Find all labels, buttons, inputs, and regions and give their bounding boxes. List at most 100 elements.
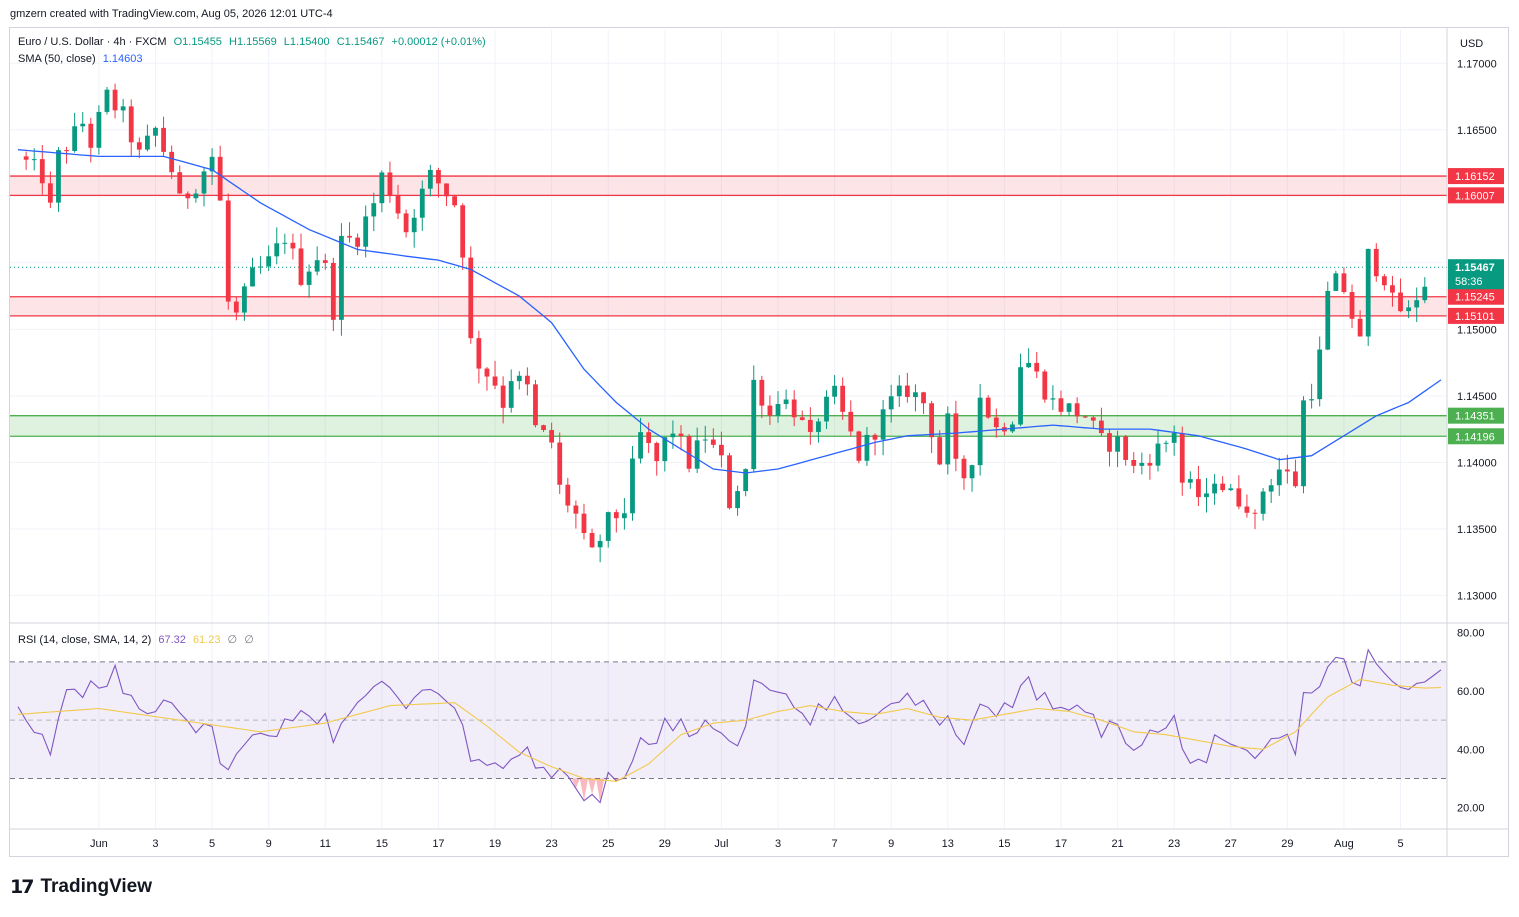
candle-body[interactable] bbox=[630, 458, 635, 514]
candle-body[interactable] bbox=[298, 248, 304, 285]
candle-body[interactable] bbox=[969, 465, 975, 479]
candle-body[interactable] bbox=[1325, 290, 1331, 350]
rsi-ma-line[interactable] bbox=[17, 678, 1442, 782]
candle-body[interactable] bbox=[492, 376, 498, 386]
candle-body[interactable] bbox=[573, 505, 579, 514]
candle-body[interactable] bbox=[702, 439, 708, 441]
candle-body[interactable] bbox=[1090, 417, 1096, 421]
candle-body[interactable] bbox=[1220, 483, 1226, 491]
candle-body[interactable] bbox=[1171, 433, 1177, 443]
candle-body[interactable] bbox=[1236, 488, 1242, 507]
candle-body[interactable] bbox=[347, 235, 352, 238]
candle-body[interactable] bbox=[1155, 443, 1161, 466]
candle-body[interactable] bbox=[250, 267, 255, 287]
candle-body[interactable] bbox=[484, 368, 490, 377]
candle-body[interactable] bbox=[613, 512, 619, 519]
candle-body[interactable] bbox=[274, 243, 280, 257]
candle-body[interactable] bbox=[1365, 248, 1371, 337]
candle-body[interactable] bbox=[39, 159, 45, 184]
candle-body[interactable] bbox=[56, 150, 61, 203]
candle-body[interactable] bbox=[363, 216, 369, 247]
candle-body[interactable] bbox=[1373, 248, 1379, 277]
candle-body[interactable] bbox=[1115, 436, 1120, 452]
candle-body[interactable] bbox=[694, 440, 700, 469]
candle-body[interactable] bbox=[1293, 471, 1298, 487]
candle-body[interactable] bbox=[1244, 506, 1250, 513]
candle-body[interactable] bbox=[1042, 371, 1048, 400]
rsi-line[interactable] bbox=[17, 648, 1442, 804]
candle-body[interactable] bbox=[605, 512, 611, 541]
candle-body[interactable] bbox=[144, 135, 150, 150]
candle-body[interactable] bbox=[888, 396, 894, 410]
candle-body[interactable] bbox=[1026, 362, 1032, 368]
candle-body[interactable] bbox=[508, 381, 514, 408]
candle-body[interactable] bbox=[581, 513, 587, 534]
candle-body[interactable] bbox=[330, 262, 336, 320]
candle-body[interactable] bbox=[1309, 399, 1315, 401]
candle-body[interactable] bbox=[937, 437, 943, 465]
candle-body[interactable] bbox=[1357, 318, 1363, 337]
candle-body[interactable] bbox=[153, 127, 158, 136]
candle-body[interactable] bbox=[104, 89, 110, 112]
candle-body[interactable] bbox=[217, 156, 223, 201]
sma-line[interactable] bbox=[17, 149, 1442, 474]
candle-body[interactable] bbox=[1349, 292, 1355, 319]
candle-body[interactable] bbox=[282, 242, 288, 244]
candle-body[interactable] bbox=[913, 392, 918, 397]
candle-body[interactable] bbox=[355, 237, 361, 247]
candle-body[interactable] bbox=[961, 458, 967, 479]
candle-body[interactable] bbox=[638, 432, 643, 459]
candle-body[interactable] bbox=[654, 443, 660, 462]
candle-body[interactable] bbox=[185, 193, 191, 199]
candle-body[interactable] bbox=[1098, 420, 1104, 434]
candle-body[interactable] bbox=[767, 405, 773, 416]
candle-body[interactable] bbox=[169, 151, 175, 173]
candle-body[interactable] bbox=[88, 123, 94, 148]
candle-body[interactable] bbox=[710, 439, 716, 445]
candle-body[interactable] bbox=[306, 271, 312, 285]
candle-body[interactable] bbox=[1406, 307, 1412, 312]
candle-body[interactable] bbox=[1252, 512, 1258, 514]
candle-body[interactable] bbox=[945, 413, 951, 465]
candle-body[interactable] bbox=[1074, 403, 1080, 417]
candle-body[interactable] bbox=[1212, 483, 1217, 494]
candle-body[interactable] bbox=[112, 89, 118, 111]
candle-body[interactable] bbox=[371, 203, 377, 217]
candle-body[interactable] bbox=[339, 235, 344, 320]
candle-body[interactable] bbox=[1317, 349, 1323, 400]
candle-body[interactable] bbox=[549, 430, 555, 443]
candle-body[interactable] bbox=[816, 421, 821, 432]
candle-body[interactable] bbox=[1058, 398, 1064, 412]
candle-body[interactable] bbox=[589, 533, 595, 548]
candle-body[interactable] bbox=[436, 169, 441, 184]
candle-body[interactable] bbox=[1204, 493, 1209, 498]
candle-body[interactable] bbox=[840, 385, 846, 412]
candle-body[interactable] bbox=[1107, 433, 1112, 452]
candle-body[interactable] bbox=[379, 172, 385, 204]
candle-body[interactable] bbox=[233, 301, 239, 313]
last-price-tag[interactable] bbox=[1448, 259, 1504, 290]
candle-body[interactable] bbox=[759, 379, 765, 406]
candle-body[interactable] bbox=[824, 396, 829, 422]
sma-legend[interactable]: SMA (50, close) 1.14603 bbox=[18, 53, 146, 65]
candle-body[interactable] bbox=[662, 437, 668, 462]
candle-body[interactable] bbox=[864, 434, 870, 461]
candle-body[interactable] bbox=[872, 434, 878, 440]
candle-body[interactable] bbox=[1276, 469, 1282, 486]
candle-body[interactable] bbox=[1018, 367, 1023, 425]
candle-body[interactable] bbox=[743, 469, 749, 492]
candle-body[interactable] bbox=[516, 375, 522, 382]
candle-body[interactable] bbox=[395, 195, 401, 214]
candle-body[interactable] bbox=[807, 419, 813, 432]
candle-body[interactable] bbox=[783, 399, 789, 405]
candle-body[interactable] bbox=[403, 213, 409, 233]
candle-body[interactable] bbox=[993, 417, 999, 428]
candle-body[interactable] bbox=[775, 404, 781, 416]
candle-body[interactable] bbox=[201, 171, 207, 194]
candle-body[interactable] bbox=[23, 156, 29, 160]
candle-body[interactable] bbox=[128, 106, 134, 143]
candle-body[interactable] bbox=[314, 260, 320, 272]
candle-body[interactable] bbox=[1139, 462, 1145, 466]
candle-body[interactable] bbox=[735, 491, 740, 509]
